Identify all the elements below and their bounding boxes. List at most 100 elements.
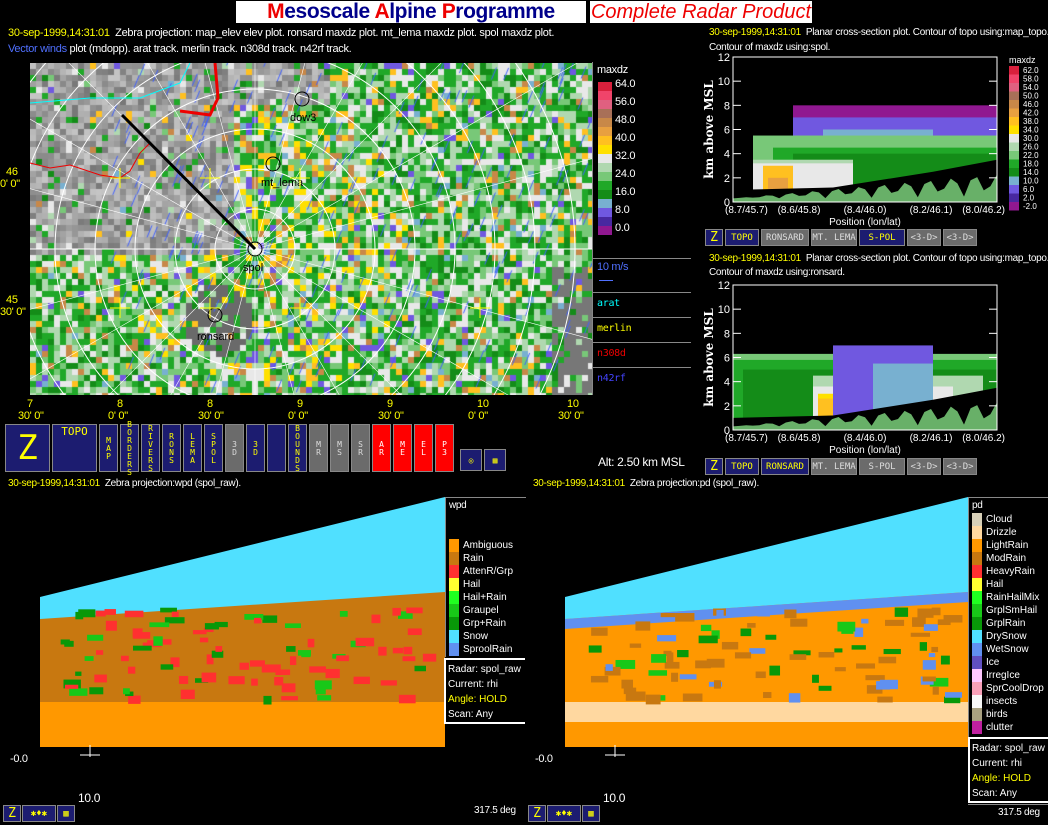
- toolbar-button-el[interactable]: EL: [414, 424, 433, 472]
- timestamp: 30-sep-1999,14:31:01: [709, 253, 801, 264]
- y-axis-label: -0.0: [10, 753, 28, 765]
- toolbar-button-lema[interactable]: LEMA: [183, 424, 202, 472]
- toolbar-button-ar[interactable]: AR: [372, 424, 391, 472]
- echo-speckle: [254, 617, 262, 624]
- xsec-button-ronsard[interactable]: RONSARD: [761, 458, 809, 475]
- toolbar-button-▦[interactable]: ▦: [484, 449, 506, 471]
- rhi-toolbar-button[interactable]: ✱♦✱: [547, 805, 581, 822]
- legend-swatch: [598, 199, 612, 208]
- xsec-button-z[interactable]: Z: [705, 229, 723, 246]
- track-legend-n42rf[interactable]: n42rf: [597, 373, 626, 384]
- echo-speckle: [132, 628, 143, 638]
- toolbar-button-3d[interactable]: 3D: [225, 424, 244, 472]
- echo-speckle: [928, 652, 936, 658]
- toolbar-button-rons[interactable]: RONS: [162, 424, 181, 472]
- toolbar-button-3d[interactable]: 3D: [246, 424, 265, 472]
- track-legend-arat[interactable]: arat: [597, 298, 620, 309]
- toolbar-button-me[interactable]: ME: [393, 424, 412, 472]
- xsec-button-3d[interactable]: <3-D>: [907, 458, 941, 475]
- toolbar-button-p3[interactable]: P3: [435, 424, 454, 472]
- legend-title: pd: [972, 500, 983, 511]
- title-part: M: [267, 0, 285, 23]
- station-marker-icon[interactable]: [265, 156, 281, 172]
- toolbar-button-ring[interactable]: [267, 424, 286, 472]
- toolbar-button-spol[interactable]: SPOL: [204, 424, 223, 472]
- map-header: 30-sep-1999,14:31:01 Zebra projection: m…: [8, 27, 554, 39]
- legend-swatch: [972, 695, 982, 708]
- toolbar-button-z[interactable]: Z: [5, 424, 50, 472]
- echo-speckle: [261, 664, 281, 673]
- echo-speckle: [64, 684, 79, 689]
- vector-winds-link[interactable]: Vector winds: [8, 43, 67, 55]
- legend-swatch: [1009, 91, 1019, 100]
- echo-speckle: [289, 656, 297, 666]
- station-marker-icon[interactable]: [247, 241, 263, 257]
- xsec-button-z[interactable]: Z: [705, 458, 723, 475]
- xsec-button-spol[interactable]: S-POL: [859, 229, 905, 246]
- xsec-button-topo[interactable]: TOPO: [725, 229, 759, 246]
- legend-swatch: [449, 565, 459, 578]
- station-marker-icon[interactable]: [294, 91, 310, 107]
- y-tick-label: 10: [718, 304, 730, 316]
- range-ring: [30, 63, 496, 395]
- rhi-toolbar-button[interactable]: ▦: [57, 805, 75, 822]
- xsec-button-3d[interactable]: <3-D>: [943, 229, 977, 246]
- title-part: A: [374, 0, 390, 23]
- xsec-button-topo[interactable]: TOPO: [725, 458, 759, 475]
- xsec-button-3d[interactable]: <3-D>: [907, 229, 941, 246]
- xsec-button-mtlema[interactable]: MT. LEMA: [811, 229, 857, 246]
- legend-swatch: [449, 591, 459, 604]
- echo-speckle: [878, 656, 897, 664]
- echo-speckle: [944, 692, 962, 698]
- y-tick-label: 0: [724, 197, 730, 209]
- xsec-button-spol[interactable]: S-POL: [859, 458, 905, 475]
- y-tick-label: 2: [724, 401, 730, 413]
- rhi-toolbar-button[interactable]: Z: [3, 805, 21, 822]
- toolbar-button-topo[interactable]: TOPO: [52, 424, 97, 472]
- info-scan: Scan: Any: [972, 788, 1018, 799]
- echo-speckle: [263, 695, 272, 705]
- legend-swatch: [972, 539, 982, 552]
- echo-speckle: [866, 685, 883, 694]
- cross-section-spol[interactable]: 0 2 4 6 8 10 12 (8.7/45.7) (8.6/45.8) (8.4/46.0) (…: [700, 50, 1048, 228]
- cross-section-ronsard[interactable]: 0 2 4 6 8 10 12 (8.7/45.7) (8.6/45.8) (8.4/46.0) (…: [700, 278, 1048, 456]
- track-legend-merlin[interactable]: merlin: [597, 323, 632, 334]
- legend-item: Hail+Rain: [449, 591, 513, 604]
- xsec-button-3d[interactable]: <3-D>: [943, 458, 977, 475]
- echo-speckle: [228, 676, 245, 685]
- echo-speckle: [75, 611, 84, 620]
- echo-speckle: [355, 637, 375, 647]
- echo-speckle: [275, 669, 291, 676]
- azimuth-spoke: [254, 63, 306, 250]
- cross-section-line[interactable]: [120, 113, 257, 251]
- toolbar-button-map[interactable]: MAP: [99, 424, 118, 472]
- timestamp: 30-sep-1999,14:31:01: [709, 27, 801, 38]
- track-legend-n308d[interactable]: n308d: [597, 348, 626, 359]
- altitude-readout: Alt: 2.50 km MSL: [598, 455, 685, 469]
- echo-speckle: [178, 675, 189, 684]
- echo-speckle: [104, 609, 116, 615]
- legend-swatch: [1009, 100, 1019, 109]
- rhi-wpd-plot[interactable]: [0, 497, 445, 757]
- toolbar-button-borders[interactable]: BORDERS: [120, 420, 139, 476]
- xsec-button-ronsard[interactable]: RONSARD: [761, 229, 809, 246]
- toolbar-button-sr[interactable]: SR: [351, 424, 370, 472]
- azimuth-spoke: [254, 248, 295, 395]
- echo-speckle: [274, 677, 284, 686]
- xsec-button-mtlema[interactable]: MT. LEMA: [811, 458, 857, 475]
- xsec-desc-2: Contour of maxdz using:ronsard.: [709, 267, 845, 278]
- legend-value: 16.0: [615, 186, 636, 198]
- toolbar-button-◎[interactable]: ◎: [460, 449, 482, 471]
- toolbar-button-mr[interactable]: MR: [309, 424, 328, 472]
- echo-speckle: [937, 619, 951, 626]
- toolbar-button-ms[interactable]: MS: [330, 424, 349, 472]
- rhi-toolbar-button[interactable]: Z: [528, 805, 546, 822]
- rhi-pd-plot[interactable]: [525, 497, 968, 757]
- toolbar-button-bounds[interactable]: BOUNDS: [288, 424, 307, 472]
- azimuth-spoke: [254, 248, 592, 340]
- rhi-toolbar-button[interactable]: ▦: [582, 805, 600, 822]
- rhi-toolbar-button[interactable]: ✱♦✱: [22, 805, 56, 822]
- toolbar-button-rivers[interactable]: RIVERS: [141, 424, 160, 472]
- lon-label: 10: [477, 398, 489, 410]
- legend-swatch: [972, 552, 982, 565]
